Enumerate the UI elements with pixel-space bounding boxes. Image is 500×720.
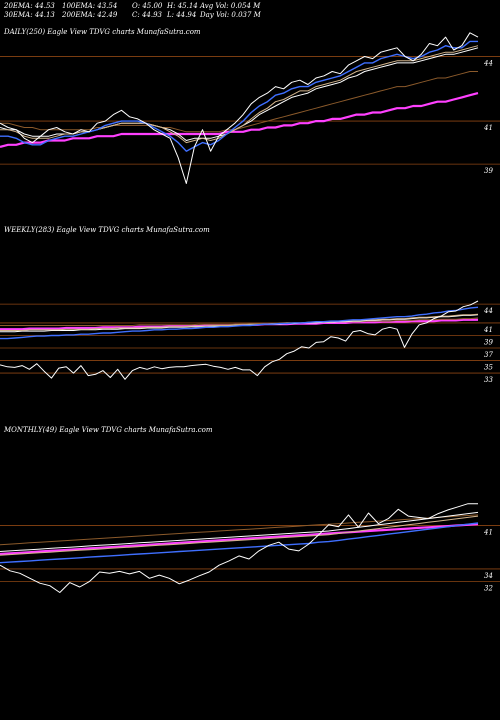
close-readout: C: 44.93 — [132, 11, 162, 19]
price-line — [0, 300, 479, 380]
price-line — [0, 503, 478, 593]
y-tick-label: 41 — [483, 528, 493, 536]
ema30-readout: 30EMA: 44.13 — [4, 11, 55, 19]
moving-average-line — [0, 45, 479, 144]
price-line — [0, 32, 479, 184]
avg-vol-readout: Avg Vol: 0.054 M — [200, 2, 261, 10]
y-tick-label: 44 — [483, 59, 493, 67]
y-tick-label: 39 — [484, 338, 493, 346]
moving-average-line — [0, 313, 479, 331]
ema200-readout: 200EMA: 42.49 — [62, 11, 118, 19]
moving-average-line — [0, 40, 478, 152]
high-readout: H: 45.14 — [167, 2, 198, 10]
day-vol-readout: Day Vol: 0.037 M — [200, 11, 261, 19]
open-readout: O: 45.00 — [132, 2, 163, 10]
moving-average-line — [0, 511, 479, 552]
y-tick-label: 41 — [483, 124, 493, 132]
moving-average-line — [0, 515, 479, 556]
chart-title-daily: DAILY(250) Eagle View TDVG charts Munafa… — [4, 28, 201, 36]
ema100-readout: 100EMA: 43.54 — [62, 2, 118, 10]
moving-average-line — [0, 317, 479, 326]
low-readout: L: 44.94 — [167, 11, 197, 19]
y-tick-label: 37 — [484, 351, 493, 359]
moving-average-line — [0, 514, 479, 546]
moving-average-line — [0, 71, 478, 133]
moving-average-line — [0, 306, 479, 340]
moving-average-line — [0, 47, 479, 141]
moving-average-line — [0, 92, 479, 148]
chart-panel-monthly: 41 34 32 — [0, 503, 500, 593]
y-tick-label: 35 — [484, 364, 493, 372]
y-tick-label: 33 — [484, 376, 493, 384]
moving-average-line — [0, 523, 479, 556]
y-tick-label: 44 — [483, 307, 493, 315]
chart-title-monthly: MONTHLY(49) Eagle View TDVG charts Munaf… — [4, 426, 213, 434]
chart-panel-daily: 44 41 39 — [0, 32, 500, 184]
y-tick-label: 32 — [484, 584, 493, 592]
ema20-readout: 20EMA: 44.53 — [4, 2, 55, 10]
moving-average-line — [0, 522, 479, 564]
y-tick-label: 41 — [483, 326, 493, 334]
y-tick-label: 34 — [484, 572, 493, 580]
chart-panel-weekly: 44 41 39 37 35 33 — [0, 300, 500, 384]
chart-title-weekly: WEEKLY(283) Eagle View TDVG charts Munaf… — [4, 226, 210, 234]
y-tick-label: 39 — [484, 167, 493, 175]
